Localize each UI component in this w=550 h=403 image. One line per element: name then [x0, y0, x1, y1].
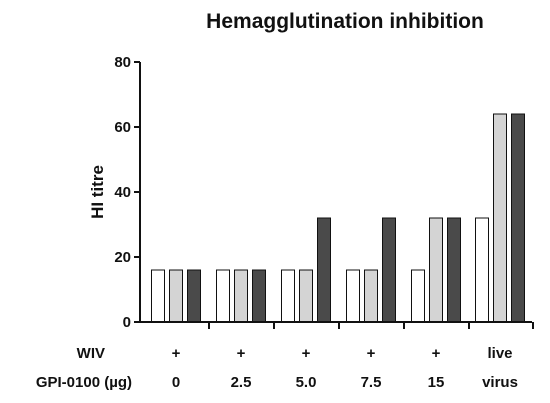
row-label-wiv: WIV — [77, 345, 105, 362]
gpi-label-0: 0 — [172, 374, 180, 391]
gpi-label-5: virus — [482, 374, 518, 391]
bar-g5-s0 — [475, 217, 489, 323]
bar-g5-s1 — [493, 113, 507, 323]
bar-g3-s1 — [364, 269, 378, 323]
bar-g0-s2 — [187, 269, 201, 323]
gpi-label-1: 2.5 — [231, 374, 252, 391]
y-tick-label-0: 0 — [123, 314, 131, 331]
axes-layer: 0 20 40 60 80 — [114, 54, 534, 331]
row-label-gpi: GPI-0100 (µg) — [36, 374, 132, 391]
bar-g1-s2 — [252, 269, 266, 323]
y-axis-label: HI titre — [88, 165, 107, 219]
bar-g2-s0 — [281, 269, 295, 323]
wiv-label-5: live — [487, 345, 512, 362]
condition-labels: +0 +2.5 +5.0 +7.5 +15 live virus — [172, 345, 518, 391]
wiv-label-1: + — [237, 345, 246, 362]
y-tick-label-20: 20 — [114, 249, 131, 266]
bar-g3-s2 — [382, 217, 396, 323]
bar-g0-s1 — [169, 269, 183, 323]
bar-g2-s2 — [317, 217, 331, 323]
y-tick-label-60: 60 — [114, 119, 131, 136]
gpi-label-2: 5.0 — [296, 374, 317, 391]
bar-g4-s1 — [429, 217, 443, 323]
bar-g0-s0 — [151, 269, 165, 323]
gpi-label-3: 7.5 — [361, 374, 382, 391]
bar-g3-s0 — [346, 269, 360, 323]
bars-layer — [151, 113, 525, 323]
y-tick-label-80: 80 — [114, 54, 131, 71]
gpi-label-4: 15 — [428, 374, 445, 391]
chart-title: Hemagglutination inhibition — [206, 10, 484, 33]
wiv-label-3: + — [367, 345, 376, 362]
wiv-label-2: + — [302, 345, 311, 362]
wiv-label-4: + — [432, 345, 441, 362]
bar-g1-s0 — [216, 269, 230, 323]
bar-g4-s0 — [411, 269, 425, 323]
bar-g5-s2 — [511, 113, 525, 323]
bar-g4-s2 — [447, 217, 461, 323]
bar-g1-s1 — [234, 269, 248, 323]
y-tick-label-40: 40 — [114, 184, 131, 201]
bar-g2-s1 — [299, 269, 313, 323]
wiv-label-0: + — [172, 345, 181, 362]
